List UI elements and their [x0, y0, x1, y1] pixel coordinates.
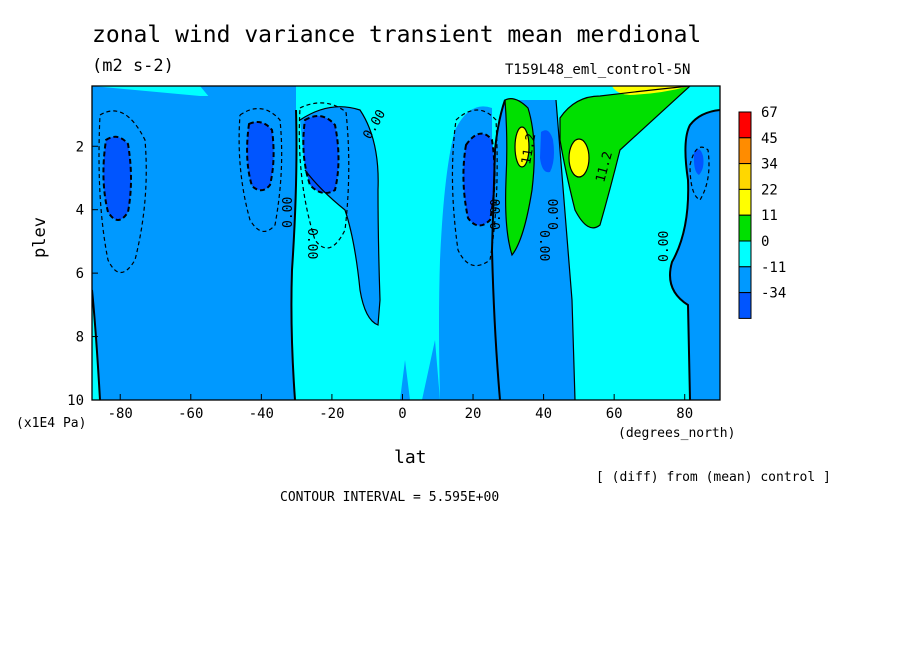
colorbar-label: 34 [761, 157, 778, 173]
y-axis-units: (x1E4 Pa) [16, 416, 87, 431]
contour-label: 0.00 [489, 199, 504, 230]
x-axis: -80 -60 -40 -20 0 20 40 60 80 [108, 394, 693, 422]
contour-zero-west [290, 109, 298, 400]
x-axis-units: (degrees_north) [618, 426, 736, 441]
contour-50n [559, 86, 691, 229]
contour-30n [504, 98, 535, 257]
y-tick-label: 2 [76, 139, 84, 155]
x-tick-label: 40 [535, 406, 552, 422]
x-tick-label: -60 [178, 406, 203, 422]
colorbar-label: 22 [761, 182, 778, 198]
contour-20n [462, 132, 496, 227]
colorbar-swatch [738, 111, 752, 139]
contour-40s-outer [238, 108, 283, 232]
field-yellow-30n [515, 127, 529, 167]
colorbar-swatch [738, 137, 752, 165]
plot-frame [91, 85, 721, 401]
contour-interval: CONTOUR INTERVAL = 5.595E+00 [280, 490, 500, 505]
colorbar-label: -34 [761, 286, 786, 302]
contour-lines [92, 86, 720, 400]
field-green-50n [560, 86, 690, 228]
x-tick-label: 60 [606, 406, 623, 422]
y-tick-label: 8 [76, 330, 84, 346]
colorbar-label: 11 [761, 208, 778, 224]
contour-25s [302, 115, 340, 195]
contour-label: 11.2 [519, 132, 539, 165]
contour-zero-tongue [299, 106, 381, 326]
colorbar-label: 0 [761, 234, 769, 250]
contour-40s [246, 121, 275, 192]
contour-label: 0.00 [304, 228, 319, 259]
y-axis: 2 4 6 8 10 [67, 139, 98, 409]
colorbar-swatch [738, 266, 752, 294]
contour-85n-outer [689, 146, 710, 201]
colorbar-swatch [738, 188, 752, 216]
chart-units: (m2 s-2) [92, 56, 174, 76]
x-tick-label: -20 [319, 406, 344, 422]
chart-title: zonal wind variance transient mean merdi… [92, 22, 702, 48]
x-tick-label: -40 [249, 406, 274, 422]
contour-label: 0.00 [657, 231, 672, 262]
x-tick-label: -80 [108, 406, 133, 422]
field-dark-blue-40s [247, 122, 274, 191]
y-tick-label: 4 [76, 203, 84, 219]
colorbar-swatch [738, 292, 752, 319]
field-dark-blue-20n [463, 133, 495, 226]
contour-edge [92, 289, 101, 400]
contour-label-group: 0.00 0.00 0.00 0.00 0.00 0.00 0.00 11.2 … [281, 107, 672, 262]
field-dark-blue-25s [303, 116, 339, 194]
run-name: T159L48_eml_control-5N [505, 62, 691, 78]
x-tick-label: 0 [398, 406, 406, 422]
colorbar-label: 67 [761, 105, 778, 121]
contour-label: 0.00 [281, 197, 296, 228]
contour-50n-core [568, 138, 590, 178]
contour-80s-outer [98, 110, 147, 274]
colorbar-swatch [738, 240, 752, 268]
field-blue-top [92, 86, 296, 110]
contour-30n-core [514, 126, 530, 168]
y-tick-label: 10 [67, 393, 84, 409]
colorbar-swatch [738, 214, 752, 242]
contour-50n-west [555, 99, 576, 400]
field-dark-blue-85n [693, 149, 704, 175]
contour-20n-outer [451, 109, 498, 267]
diff-note: [ (diff) from (mean) control ] [596, 470, 831, 485]
x-tick-label: 80 [676, 406, 693, 422]
contour-zero-north [669, 109, 720, 400]
colorbar-swatch [738, 163, 752, 190]
field-dark-blue-42n [540, 130, 554, 173]
field-cyan-central [92, 86, 720, 400]
contour-fields [92, 86, 720, 400]
x-axis-label: lat [394, 447, 427, 468]
contour-zero-east [490, 99, 506, 400]
contour-label: 0.00 [536, 230, 551, 261]
x-tick-label: 20 [465, 406, 482, 422]
colorbar: 67 45 34 22 11 0 -11 -34 [738, 105, 786, 319]
contour-80s [102, 135, 132, 221]
colorbar-label: -11 [761, 260, 786, 276]
field-yellow-50n [569, 139, 589, 177]
y-tick-label: 6 [76, 266, 84, 282]
contour-label: 0.00 [547, 199, 562, 230]
colorbar-label: 45 [761, 131, 778, 147]
field-dark-blue-80s [103, 136, 131, 220]
